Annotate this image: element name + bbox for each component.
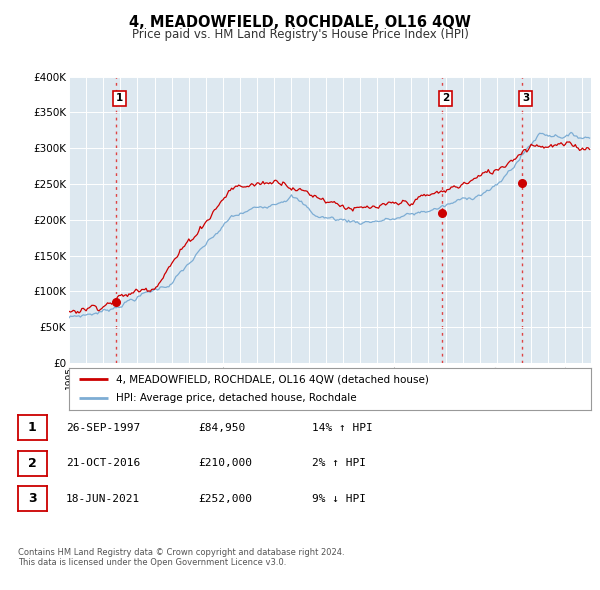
Text: Contains HM Land Registry data © Crown copyright and database right 2024.
This d: Contains HM Land Registry data © Crown c… (18, 548, 344, 567)
Text: 14% ↑ HPI: 14% ↑ HPI (312, 423, 373, 432)
Text: 9% ↓ HPI: 9% ↓ HPI (312, 494, 366, 503)
Text: 2% ↑ HPI: 2% ↑ HPI (312, 458, 366, 468)
Text: 1: 1 (28, 421, 37, 434)
Text: £252,000: £252,000 (198, 494, 252, 503)
Text: £84,950: £84,950 (198, 423, 245, 432)
Text: 2: 2 (442, 93, 449, 103)
Text: 2: 2 (28, 457, 37, 470)
Text: HPI: Average price, detached house, Rochdale: HPI: Average price, detached house, Roch… (116, 393, 356, 403)
Text: Price paid vs. HM Land Registry's House Price Index (HPI): Price paid vs. HM Land Registry's House … (131, 28, 469, 41)
Text: 21-OCT-2016: 21-OCT-2016 (66, 458, 140, 468)
Text: 26-SEP-1997: 26-SEP-1997 (66, 423, 140, 432)
Text: 4, MEADOWFIELD, ROCHDALE, OL16 4QW (detached house): 4, MEADOWFIELD, ROCHDALE, OL16 4QW (deta… (116, 375, 429, 385)
Text: 4, MEADOWFIELD, ROCHDALE, OL16 4QW: 4, MEADOWFIELD, ROCHDALE, OL16 4QW (129, 15, 471, 30)
Text: 3: 3 (522, 93, 529, 103)
Text: £210,000: £210,000 (198, 458, 252, 468)
Text: 3: 3 (28, 492, 37, 505)
Text: 1: 1 (116, 93, 123, 103)
Text: 18-JUN-2021: 18-JUN-2021 (66, 494, 140, 503)
